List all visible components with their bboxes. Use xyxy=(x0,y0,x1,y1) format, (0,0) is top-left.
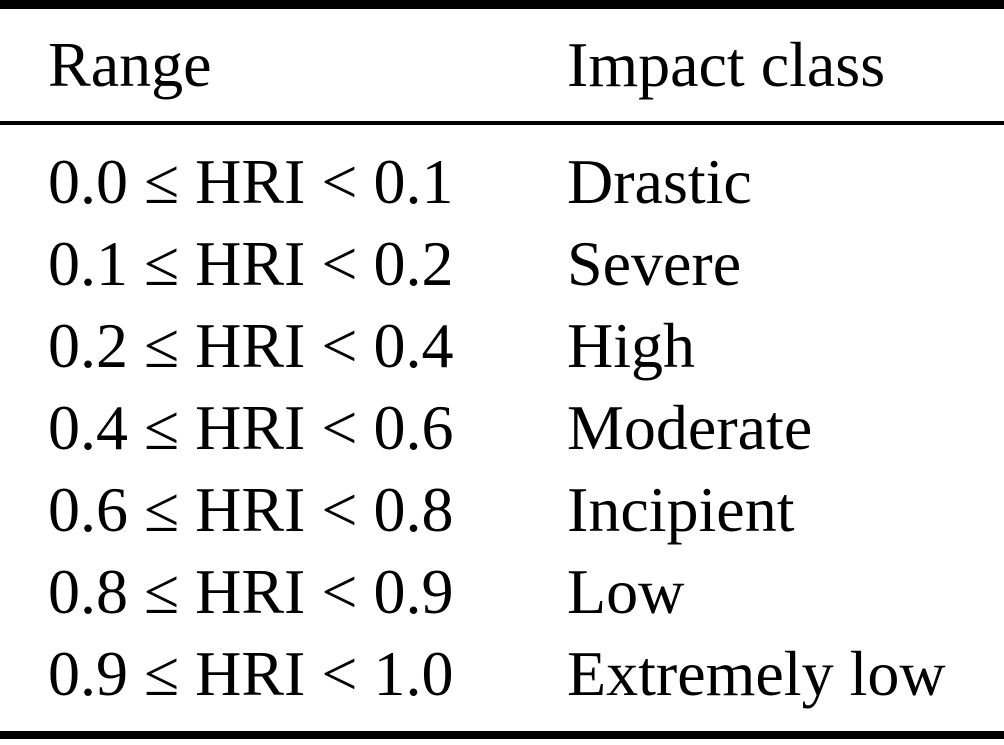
range-cell: 0.4 ≤ HRI < 0.6 xyxy=(48,392,454,463)
range-cell: 0.8 ≤ HRI < 0.9 xyxy=(48,556,454,627)
range-cell: 0.1 ≤ HRI < 0.2 xyxy=(48,228,454,299)
table-row: 0.0 ≤ HRI < 0.1 Drastic xyxy=(0,141,1004,223)
table-row: 0.4 ≤ HRI < 0.6 Moderate xyxy=(0,387,1004,469)
range-cell: 0.0 ≤ HRI < 0.1 xyxy=(48,146,454,217)
range-cell: 0.9 ≤ HRI < 1.0 xyxy=(48,638,454,709)
table-bottom-rule xyxy=(0,731,1004,739)
header-impact-class: Impact class xyxy=(567,29,886,100)
impact-cell: Low xyxy=(567,556,685,627)
impact-cell: Extremely low xyxy=(567,638,946,709)
table-header-row: Range Impact class xyxy=(0,9,1004,121)
table-top-rule xyxy=(0,0,1004,9)
impact-cell: Severe xyxy=(567,228,742,299)
header-range: Range xyxy=(48,29,212,100)
impact-cell: Moderate xyxy=(567,392,813,463)
table-row: 0.1 ≤ HRI < 0.2 Severe xyxy=(0,223,1004,305)
table-row: 0.9 ≤ HRI < 1.0 Extremely low xyxy=(0,633,1004,715)
table-row: 0.6 ≤ HRI < 0.8 Incipient xyxy=(0,469,1004,551)
table-header-rule xyxy=(0,121,1004,125)
range-cell: 0.2 ≤ HRI < 0.4 xyxy=(48,310,454,381)
range-cell: 0.6 ≤ HRI < 0.8 xyxy=(48,474,454,545)
table-row: 0.2 ≤ HRI < 0.4 High xyxy=(0,305,1004,387)
table-row: 0.8 ≤ HRI < 0.9 Low xyxy=(0,551,1004,633)
impact-cell: High xyxy=(567,310,695,381)
impact-cell: Drastic xyxy=(567,146,752,217)
impact-cell: Incipient xyxy=(567,474,795,545)
table-body: 0.0 ≤ HRI < 0.1 Drastic 0.1 ≤ HRI < 0.2 … xyxy=(0,125,1004,731)
